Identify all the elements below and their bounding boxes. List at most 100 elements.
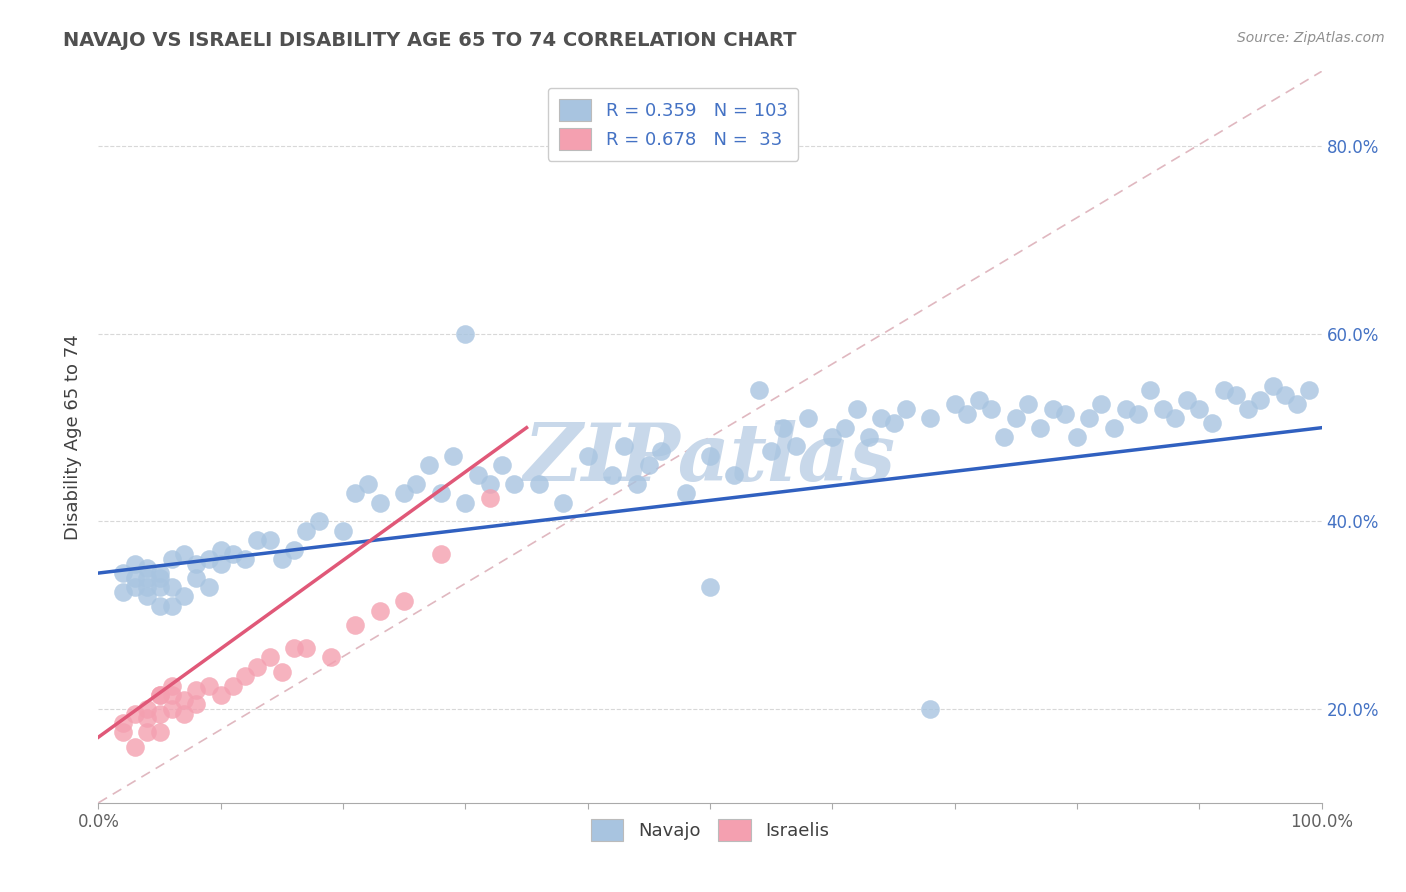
Point [956, 407, 979, 421]
Point [233, 552, 256, 566]
Y-axis label: Disability Age 65 to 74: Disability Age 65 to 74 [65, 334, 83, 540]
Point [149, 688, 172, 702]
Text: Source: ZipAtlas.com: Source: ZipAtlas.com [1237, 31, 1385, 45]
Point [527, 477, 550, 491]
Point [967, 392, 990, 407]
Point [1042, 401, 1064, 416]
Point [124, 580, 146, 594]
Point [209, 688, 232, 702]
Point [149, 580, 172, 594]
Point [761, 444, 783, 458]
Point [124, 739, 146, 754]
Point [222, 679, 245, 693]
Point [186, 683, 208, 698]
Point [173, 547, 195, 561]
Point [368, 496, 391, 510]
Point [332, 524, 354, 538]
Point [111, 725, 134, 739]
Point [675, 486, 697, 500]
Point [186, 571, 208, 585]
Point [553, 496, 575, 510]
Point [1188, 401, 1211, 416]
Point [160, 702, 183, 716]
Point [723, 467, 745, 482]
Point [136, 711, 159, 725]
Point [699, 580, 721, 594]
Point [149, 706, 172, 721]
Point [392, 594, 416, 608]
Point [186, 557, 208, 571]
Point [430, 486, 453, 500]
Point [785, 440, 807, 454]
Point [441, 449, 464, 463]
Point [920, 702, 942, 716]
Point [246, 533, 269, 548]
Point [160, 599, 183, 613]
Point [270, 665, 294, 679]
Point [1029, 420, 1052, 434]
Point [650, 444, 672, 458]
Point [1017, 397, 1039, 411]
Point [503, 477, 526, 491]
Point [124, 706, 146, 721]
Text: NAVAJO VS ISRAELI DISABILITY AGE 65 TO 74 CORRELATION CHART: NAVAJO VS ISRAELI DISABILITY AGE 65 TO 7… [63, 31, 797, 50]
Point [136, 702, 159, 716]
Point [111, 584, 134, 599]
Point [870, 411, 893, 425]
Point [356, 477, 378, 491]
Point [197, 552, 219, 566]
Point [173, 692, 195, 706]
Point [136, 590, 159, 604]
Point [1286, 397, 1309, 411]
Point [149, 571, 172, 585]
Text: ZIPatlas: ZIPatlas [524, 420, 896, 498]
Point [418, 458, 440, 473]
Point [637, 458, 661, 473]
Point [149, 688, 172, 702]
Point [295, 641, 318, 656]
Point [149, 725, 172, 739]
Point [1164, 411, 1187, 425]
Point [772, 420, 794, 434]
Point [136, 580, 159, 594]
Point [821, 430, 844, 444]
Point [1274, 388, 1296, 402]
Point [160, 679, 183, 693]
Point [186, 698, 208, 712]
Point [1212, 383, 1234, 397]
Point [1237, 401, 1260, 416]
Point [467, 467, 489, 482]
Point [124, 557, 146, 571]
Point [136, 561, 159, 575]
Point [454, 496, 477, 510]
Point [748, 383, 770, 397]
Point [1053, 407, 1076, 421]
Point [405, 477, 427, 491]
Point [858, 430, 880, 444]
Point [270, 552, 294, 566]
Point [111, 716, 134, 731]
Point [626, 477, 648, 491]
Point [1201, 416, 1223, 430]
Point [259, 533, 281, 548]
Point [1128, 407, 1150, 421]
Point [319, 650, 342, 665]
Point [576, 449, 599, 463]
Point [1078, 411, 1101, 425]
Point [124, 571, 146, 585]
Point [1139, 383, 1161, 397]
Point [1115, 401, 1137, 416]
Point [222, 547, 245, 561]
Point [136, 725, 159, 739]
Point [454, 326, 477, 341]
Point [308, 515, 330, 529]
Point [478, 477, 501, 491]
Point [295, 524, 318, 538]
Point [478, 491, 501, 505]
Point [160, 580, 183, 594]
Point [1249, 392, 1271, 407]
Point [173, 706, 195, 721]
Point [149, 566, 172, 580]
Point [246, 660, 269, 674]
Point [149, 599, 172, 613]
